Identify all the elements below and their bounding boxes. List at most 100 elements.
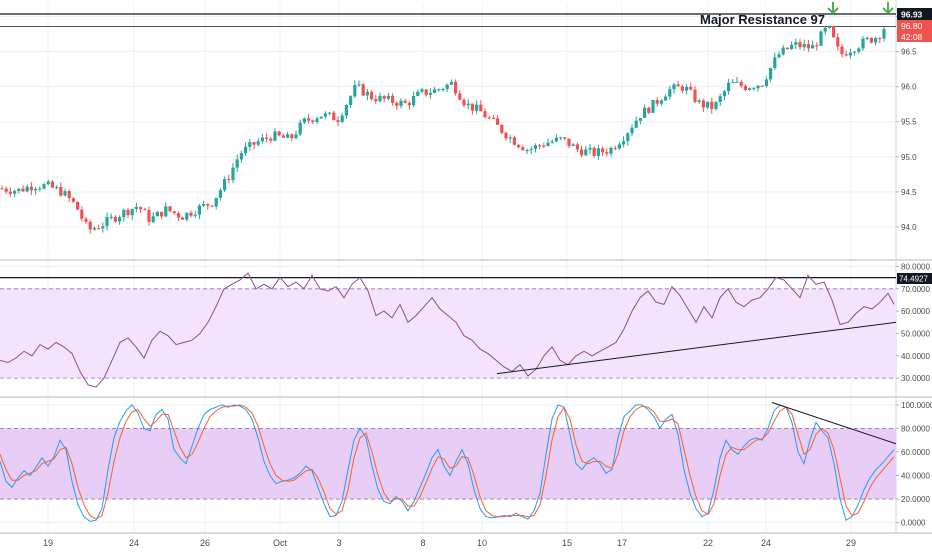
candle-body: [361, 84, 365, 96]
candle-body: [806, 44, 810, 49]
candle-body: [588, 147, 592, 150]
candle-body: [701, 100, 705, 108]
candle-body: [122, 209, 126, 218]
candle-body: [462, 99, 466, 106]
candle-body: [874, 38, 878, 43]
candle-body: [689, 86, 693, 90]
y-tick-label: 70.0000: [901, 285, 930, 294]
candle-body: [349, 96, 353, 106]
candle-body: [109, 216, 113, 218]
candle-body: [378, 95, 382, 102]
candle-body: [836, 37, 840, 47]
candle-body: [769, 67, 773, 80]
candle-body: [802, 44, 806, 48]
candle-body: [155, 211, 159, 217]
candle-body: [340, 115, 344, 122]
candle-body: [344, 105, 348, 116]
candle-body: [218, 190, 222, 198]
indicator-bands: [0, 288, 896, 500]
candle-body: [651, 100, 655, 113]
stoch-k-line: [0, 404, 895, 522]
y-tick-label: 95.5: [901, 118, 917, 127]
candle-body: [407, 102, 411, 106]
candle-body: [605, 152, 609, 154]
y-tick-label: 94.5: [901, 188, 917, 197]
candle-body: [752, 88, 756, 90]
candle-body: [315, 118, 319, 122]
price-axis: 94.094.595.095.596.096.597.0030.000040.0…: [896, 13, 932, 528]
y-tick-label: 96.0: [901, 83, 917, 92]
candle-body: [827, 26, 831, 28]
candle-body: [4, 188, 8, 192]
rsi-indicator: [0, 272, 897, 388]
candle-body: [504, 132, 508, 139]
candle-body: [529, 148, 533, 150]
candle-body: [319, 116, 323, 119]
candle-body: [357, 84, 361, 86]
candle-body: [105, 217, 109, 227]
candle-body: [601, 148, 605, 153]
candle-body: [512, 137, 516, 145]
candle-body: [256, 141, 260, 145]
last-price-tag: 96.93: [897, 8, 932, 20]
candle-body: [13, 190, 17, 194]
x-tick-label: 15: [562, 538, 572, 548]
candle-body: [718, 96, 722, 103]
candle-body: [479, 104, 483, 112]
candle-body: [525, 149, 529, 151]
candle-body: [437, 89, 441, 91]
candle-body: [294, 134, 298, 139]
candle-body: [168, 206, 172, 212]
x-tick-label: 22: [703, 538, 713, 548]
candle-body: [559, 137, 563, 139]
candle-body: [273, 131, 277, 141]
candle-body: [622, 141, 626, 145]
candle-body: [798, 42, 802, 48]
candle-body: [139, 207, 143, 210]
down-arrow-icon: [827, 2, 839, 15]
candle-body: [420, 89, 424, 92]
candle-body: [454, 81, 458, 94]
y-tick-label: 94.0: [901, 223, 917, 232]
candle-body: [181, 217, 185, 220]
candle-body: [521, 147, 525, 151]
y-tick-label: 30.0000: [901, 374, 930, 383]
candle-body: [223, 179, 227, 191]
y-tick-label: 80.0000: [901, 424, 930, 433]
candle-body: [441, 88, 445, 90]
candle-body: [710, 101, 714, 109]
candle-body: [197, 205, 201, 215]
candle-body: [328, 112, 332, 114]
candle-body: [298, 122, 302, 135]
x-tick-label: Oct: [273, 538, 288, 548]
candle-body: [634, 120, 638, 128]
candle-body: [323, 113, 327, 117]
candle-body: [286, 134, 290, 138]
candle-body: [794, 42, 798, 45]
candle-body: [659, 100, 663, 104]
y-tick-label: 80.0000: [901, 262, 930, 271]
x-tick-label: 26: [200, 538, 210, 548]
candle-body: [252, 142, 256, 145]
candle-body: [491, 117, 495, 119]
x-tick-label: 29: [846, 538, 856, 548]
candle-body: [466, 103, 470, 106]
candle-body: [844, 54, 848, 56]
candle-body: [781, 47, 785, 55]
candle-body: [403, 100, 407, 103]
candle-body: [433, 89, 437, 93]
candle-body: [470, 103, 474, 111]
candle-body: [853, 51, 857, 53]
candle-body: [580, 149, 584, 156]
candle-body: [832, 26, 836, 38]
candle-body: [126, 209, 130, 216]
current-price-value: 96.80: [901, 21, 923, 31]
candle-body: [370, 91, 374, 100]
candle-body: [672, 84, 676, 90]
candle-body: [777, 54, 781, 58]
x-tick-label: 10: [477, 538, 487, 548]
candle-body: [143, 209, 147, 211]
candle-body: [386, 95, 390, 99]
